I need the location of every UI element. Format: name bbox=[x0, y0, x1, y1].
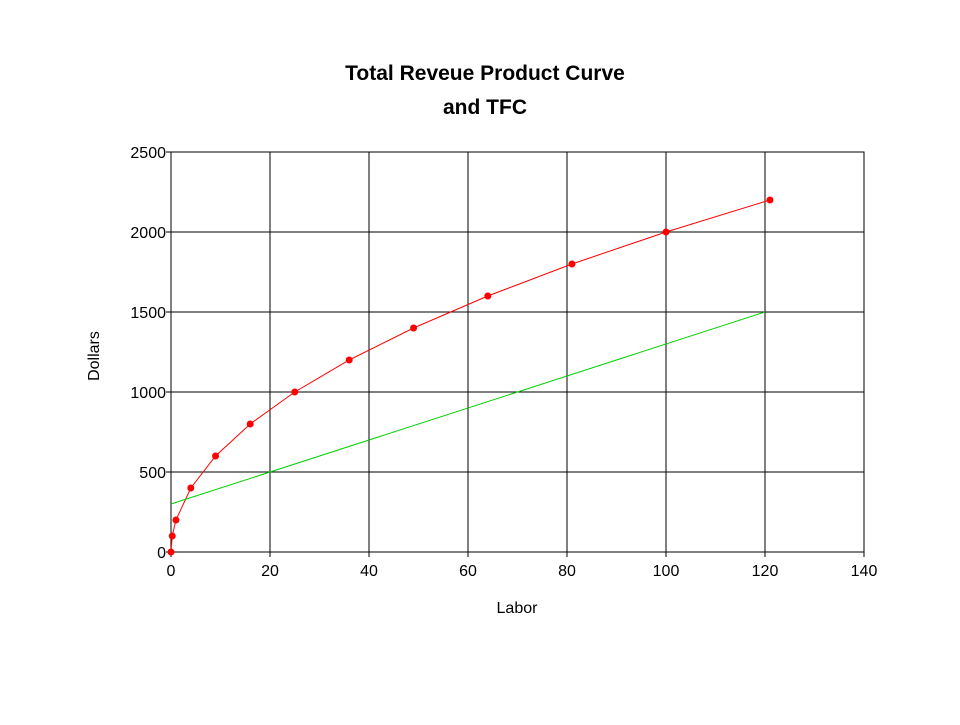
x-tick-label: 60 bbox=[459, 563, 477, 580]
series-0-point-11 bbox=[662, 228, 670, 236]
grid-lines bbox=[166, 151, 865, 557]
series-0-point-4 bbox=[212, 452, 220, 460]
x-tick-label: 40 bbox=[360, 563, 378, 580]
chart-title-line-2: and TFC bbox=[443, 96, 527, 119]
series-0-point-0 bbox=[167, 548, 175, 556]
series-0-point-10 bbox=[568, 260, 576, 268]
y-tick-label: 1000 bbox=[130, 385, 166, 402]
series-0-point-5 bbox=[246, 420, 254, 428]
x-axis-label: Labor bbox=[497, 600, 539, 617]
series-0-point-9 bbox=[484, 292, 492, 300]
series-0-point-6 bbox=[291, 388, 299, 396]
x-tick-label: 120 bbox=[752, 563, 779, 580]
x-tick-label: 20 bbox=[261, 563, 279, 580]
series-0-point-7 bbox=[345, 356, 353, 364]
series-0-point-2 bbox=[172, 516, 180, 524]
series-line-0 bbox=[170, 199, 771, 553]
x-tick-label: 80 bbox=[558, 563, 576, 580]
series-layer bbox=[167, 196, 774, 556]
y-tick-label: 1500 bbox=[130, 305, 166, 322]
y-tick-label: 2000 bbox=[130, 225, 166, 242]
series-line-1 bbox=[170, 311, 766, 505]
y-axis-label: Dollars bbox=[86, 331, 103, 381]
x-tick-label: 100 bbox=[653, 563, 680, 580]
y-tick-label: 500 bbox=[139, 465, 166, 482]
series-0-point-3 bbox=[187, 484, 195, 492]
x-tick-label: 0 bbox=[167, 563, 176, 580]
y-tick-label: 0 bbox=[157, 545, 166, 562]
series-0-point-12 bbox=[766, 196, 774, 204]
series-0-point-1 bbox=[168, 532, 176, 540]
x-tick-label: 140 bbox=[851, 563, 878, 580]
y-tick-label: 2500 bbox=[130, 145, 166, 162]
plot-area-border bbox=[170, 151, 865, 553]
series-0-point-8 bbox=[410, 324, 418, 332]
chart-title-line-1: Total Reveue Product Curve bbox=[345, 62, 625, 85]
tick-labels: 0 20 40 60 80 100 120 140 0 500 1000 1500 2000 2500 bbox=[130, 145, 877, 580]
